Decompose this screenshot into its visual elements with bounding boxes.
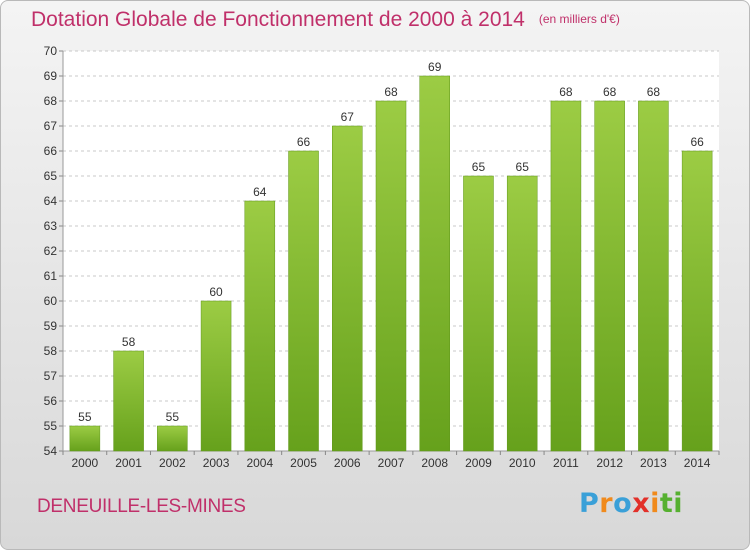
y-tick-label: 55 — [44, 419, 58, 433]
data-label-2007: 68 — [384, 85, 398, 99]
data-label-2005: 66 — [297, 135, 311, 149]
chart-title: Dotation Globale de Fonctionnement de 20… — [31, 8, 620, 32]
bar-2014 — [681, 150, 713, 452]
bar-2004 — [244, 200, 276, 452]
logo-letter: o — [613, 488, 633, 519]
y-tick-label: 58 — [44, 344, 58, 358]
y-tick-label: 68 — [44, 94, 58, 108]
proxiti-logo[interactable]: Proxiti — [579, 488, 683, 519]
y-tick-label: 67 — [44, 119, 58, 133]
logo-letter: P — [579, 488, 600, 519]
y-tick-label: 70 — [44, 44, 58, 58]
x-tick-label-2009: 2009 — [465, 456, 492, 470]
bar-2011 — [550, 100, 582, 452]
x-tick-label-2005: 2005 — [290, 456, 317, 470]
data-label-2010: 65 — [516, 160, 530, 174]
y-tick-label: 66 — [44, 144, 58, 158]
y-tick-label: 63 — [44, 219, 58, 233]
bar-2000 — [69, 425, 101, 452]
chart-title-text: Dotation Globale de Fonctionnement de 20… — [31, 8, 525, 31]
x-tick-label-2002: 2002 — [159, 456, 186, 470]
data-label-2008: 69 — [428, 60, 442, 74]
x-tick-label-2008: 2008 — [421, 456, 448, 470]
data-label-2000: 55 — [78, 410, 92, 424]
bar-2003 — [200, 300, 232, 452]
y-tick-label: 57 — [44, 369, 58, 383]
x-tick-label-2014: 2014 — [684, 456, 711, 470]
bar-2002 — [157, 425, 188, 452]
logo-letter: x — [632, 488, 651, 519]
y-tick-label: 62 — [44, 244, 58, 258]
x-tick-label-2000: 2000 — [72, 456, 99, 470]
y-tick-label: 54 — [44, 444, 58, 458]
bar-2012 — [594, 100, 625, 452]
data-label-2009: 65 — [472, 160, 486, 174]
bar-2006 — [332, 125, 363, 452]
data-label-2003: 60 — [209, 285, 223, 299]
bar-2013 — [638, 100, 669, 452]
chart-unit-label: (en milliers d'€) — [538, 12, 620, 26]
x-tick-label-2001: 2001 — [115, 456, 142, 470]
logo-letter: r — [599, 488, 614, 519]
data-label-2006: 67 — [341, 110, 355, 124]
commune-name: DENEUILLE-LES-MINES — [37, 496, 246, 517]
data-label-2014: 66 — [690, 135, 704, 149]
x-tick-label-2010: 2010 — [509, 456, 536, 470]
y-tick-label: 64 — [44, 194, 58, 208]
y-tick-label: 56 — [44, 394, 58, 408]
bar-2009 — [463, 175, 494, 452]
bar-2001 — [113, 350, 144, 452]
y-tick-label: 60 — [44, 294, 58, 308]
y-tick-label: 61 — [44, 269, 58, 283]
logo-letter: i — [650, 488, 660, 519]
data-label-2004: 64 — [253, 185, 267, 199]
data-label-2002: 55 — [166, 410, 180, 424]
data-label-2011: 68 — [559, 85, 573, 99]
data-label-2001: 58 — [122, 335, 136, 349]
x-tick-label-2007: 2007 — [378, 456, 405, 470]
bar-2008 — [419, 75, 450, 452]
x-tick-label-2011: 2011 — [553, 456, 579, 470]
x-tick-label-2006: 2006 — [334, 456, 361, 470]
y-tick-label: 59 — [44, 319, 58, 333]
logo-letter: i — [673, 488, 684, 519]
y-tick-label: 69 — [44, 69, 58, 83]
data-label-2013: 68 — [647, 85, 661, 99]
bar-2005 — [288, 150, 319, 452]
x-tick-label-2013: 2013 — [640, 456, 667, 470]
logo-letter: t — [659, 488, 674, 519]
data-label-2012: 68 — [603, 85, 617, 99]
x-tick-label-2004: 2004 — [246, 456, 273, 470]
x-tick-label-2012: 2012 — [596, 456, 623, 470]
y-tick-label: 65 — [44, 169, 58, 183]
bar-2010 — [506, 175, 538, 452]
bar-2007 — [375, 100, 407, 452]
x-tick-label-2003: 2003 — [203, 456, 230, 470]
